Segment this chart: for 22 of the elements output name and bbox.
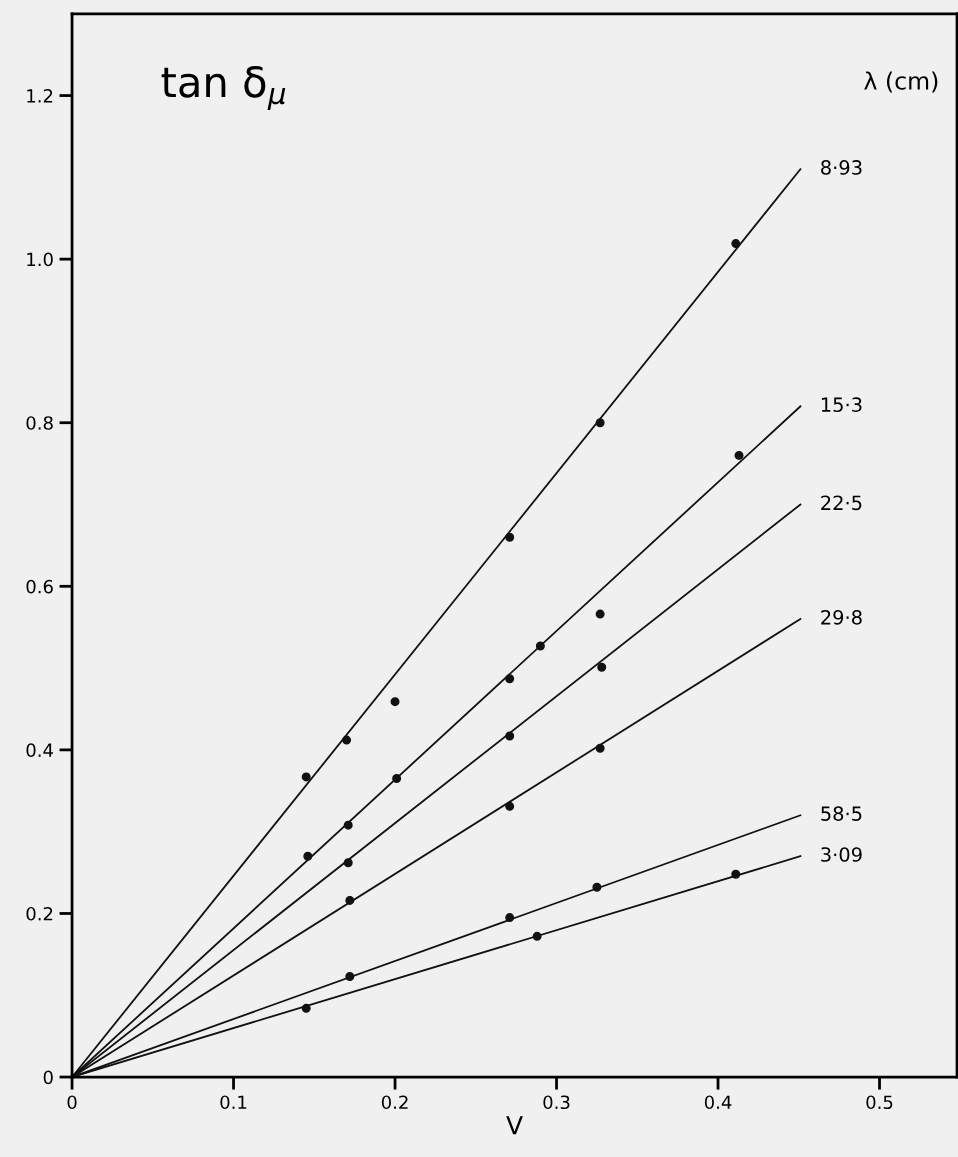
x-axis-title: V <box>506 1116 523 1135</box>
x-tick-label: 0.4 <box>704 1095 732 1110</box>
y-tick-label: 1.2 <box>27 89 53 103</box>
series-label: 22·5 <box>821 495 862 511</box>
y-tick-label: 0.6 <box>26 579 53 594</box>
series-label: 15·3 <box>821 397 862 413</box>
x-tick-label: 0.2 <box>381 1095 408 1110</box>
series-label: 3·09 <box>821 847 862 862</box>
series-label: 58·5 <box>821 806 862 821</box>
y-tick-label: 0.4 <box>26 743 53 757</box>
y-tick-label: 0.2 <box>26 906 53 921</box>
y-tick-label: 0.8 <box>26 416 53 430</box>
x-tick-label: 0.1 <box>220 1095 247 1110</box>
series-label: 29·8 <box>821 609 862 625</box>
y-axis-title: tan δ$_{μ}$ <box>161 66 286 110</box>
y-tick-label: 0 <box>43 1070 53 1085</box>
x-tick-label: 0.3 <box>543 1095 570 1110</box>
x-tick-label: 0.5 <box>866 1095 893 1110</box>
y-tick-label: 1.0 <box>27 252 53 267</box>
legend-title: λ (cm) <box>864 71 938 93</box>
series-label: 8·93 <box>821 160 862 175</box>
x-tick-label: 0 <box>67 1095 77 1110</box>
